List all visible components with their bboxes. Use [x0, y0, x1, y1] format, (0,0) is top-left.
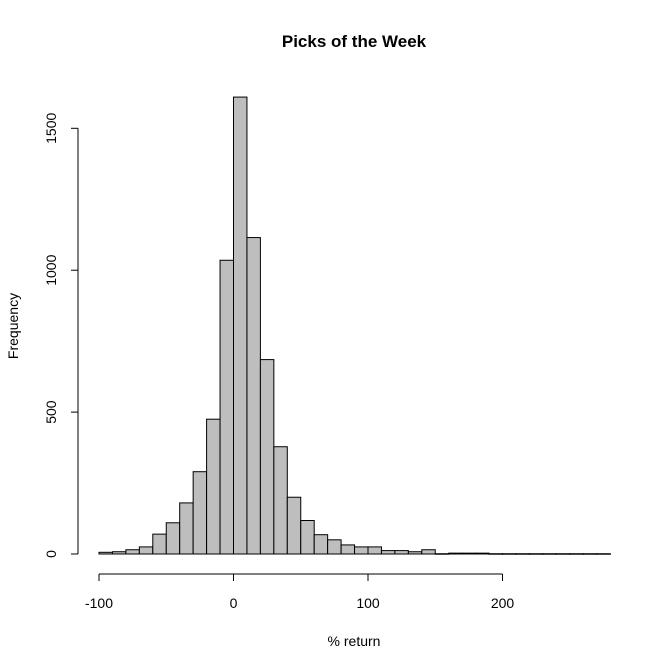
histogram-bar	[233, 96, 248, 555]
histogram-bar	[286, 496, 302, 555]
histogram-bar	[125, 549, 140, 555]
histogram-bar	[192, 471, 208, 555]
histogram-bar	[421, 549, 436, 555]
histogram-bar	[206, 418, 221, 555]
histogram-bar	[354, 546, 369, 555]
histogram-bar	[273, 446, 288, 555]
bars-group	[98, 96, 611, 555]
histogram-bar	[138, 546, 154, 555]
histogram-bar	[300, 520, 315, 555]
histogram-bar	[246, 237, 261, 555]
x-tick-label: 0	[230, 595, 238, 611]
x-tick-label: 200	[491, 595, 515, 611]
histogram-bar	[165, 522, 181, 555]
histogram-bar	[340, 544, 356, 555]
x-tick-label: -100	[85, 595, 113, 611]
y-axis-label: Frequency	[5, 293, 21, 359]
y-tick-label: 0	[43, 550, 59, 558]
y-tick-label: 1500	[43, 113, 59, 144]
chart-title: Picks of the Week	[282, 32, 427, 51]
histogram-bar	[380, 550, 396, 555]
histogram-bar	[313, 534, 329, 555]
histogram-bar	[394, 550, 409, 555]
histogram-bar	[179, 502, 194, 555]
histogram-bar	[152, 533, 167, 555]
histogram-bar	[219, 259, 235, 555]
histogram-bar	[367, 546, 382, 555]
histogram-bar	[327, 539, 342, 555]
y-tick-label: 1000	[43, 254, 59, 285]
histogram-bar	[259, 359, 275, 555]
axes-group: -100 0 100 200 0 500 1000 1500	[43, 113, 611, 611]
x-axis-label: % return	[328, 633, 381, 649]
y-tick-label: 500	[43, 400, 59, 424]
x-tick-label: 100	[356, 595, 380, 611]
